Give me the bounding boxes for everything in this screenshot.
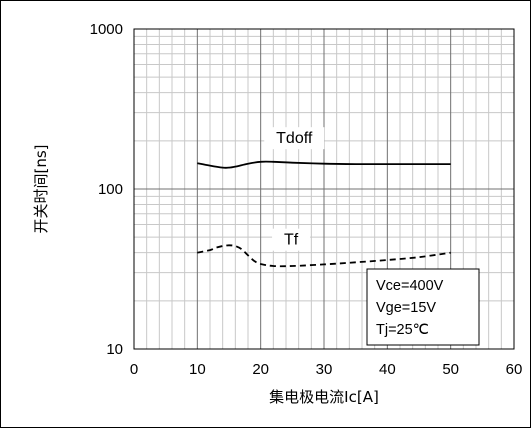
series-label-background xyxy=(264,127,325,150)
tick-labels: 0 10 20 30 40 50 60 10 100 1000 xyxy=(90,21,523,378)
plot-area-border xyxy=(133,28,515,350)
condition-vge: Vge=15V xyxy=(376,300,436,316)
x-axis-title: 集电极电流Ic[A] xyxy=(269,388,379,406)
conditions-box-frame xyxy=(366,268,480,346)
x-tick-label: 30 xyxy=(316,361,333,378)
series-labels: Tdoff Tf xyxy=(264,127,325,251)
x-tick-label: 60 xyxy=(506,361,523,378)
x-tick-label: 50 xyxy=(442,361,459,378)
condition-tj: Tj=25℃ xyxy=(376,322,429,338)
series-label-background xyxy=(272,228,311,251)
series-label-tf: Tf xyxy=(284,232,299,249)
x-tick-label: 10 xyxy=(189,361,206,378)
condition-vce: Vce=400V xyxy=(376,278,444,294)
y-tick-label: 100 xyxy=(98,181,123,198)
y-tick-label: 10 xyxy=(106,341,123,358)
y-axis-title: 开关时间[ns] xyxy=(32,144,50,233)
x-tick-label: 0 xyxy=(130,361,138,378)
series-layer xyxy=(197,160,451,268)
conditions-box: Vce=400V Vge=15V Tj=25℃ xyxy=(366,268,480,346)
y-tick-label: 1000 xyxy=(90,21,123,38)
series-line-tf xyxy=(197,244,451,268)
x-tick-label: 20 xyxy=(252,361,269,378)
series-label-tdoff: Tdoff xyxy=(276,130,313,147)
series-line-tdoff xyxy=(197,160,451,169)
x-tick-label: 40 xyxy=(379,361,396,378)
